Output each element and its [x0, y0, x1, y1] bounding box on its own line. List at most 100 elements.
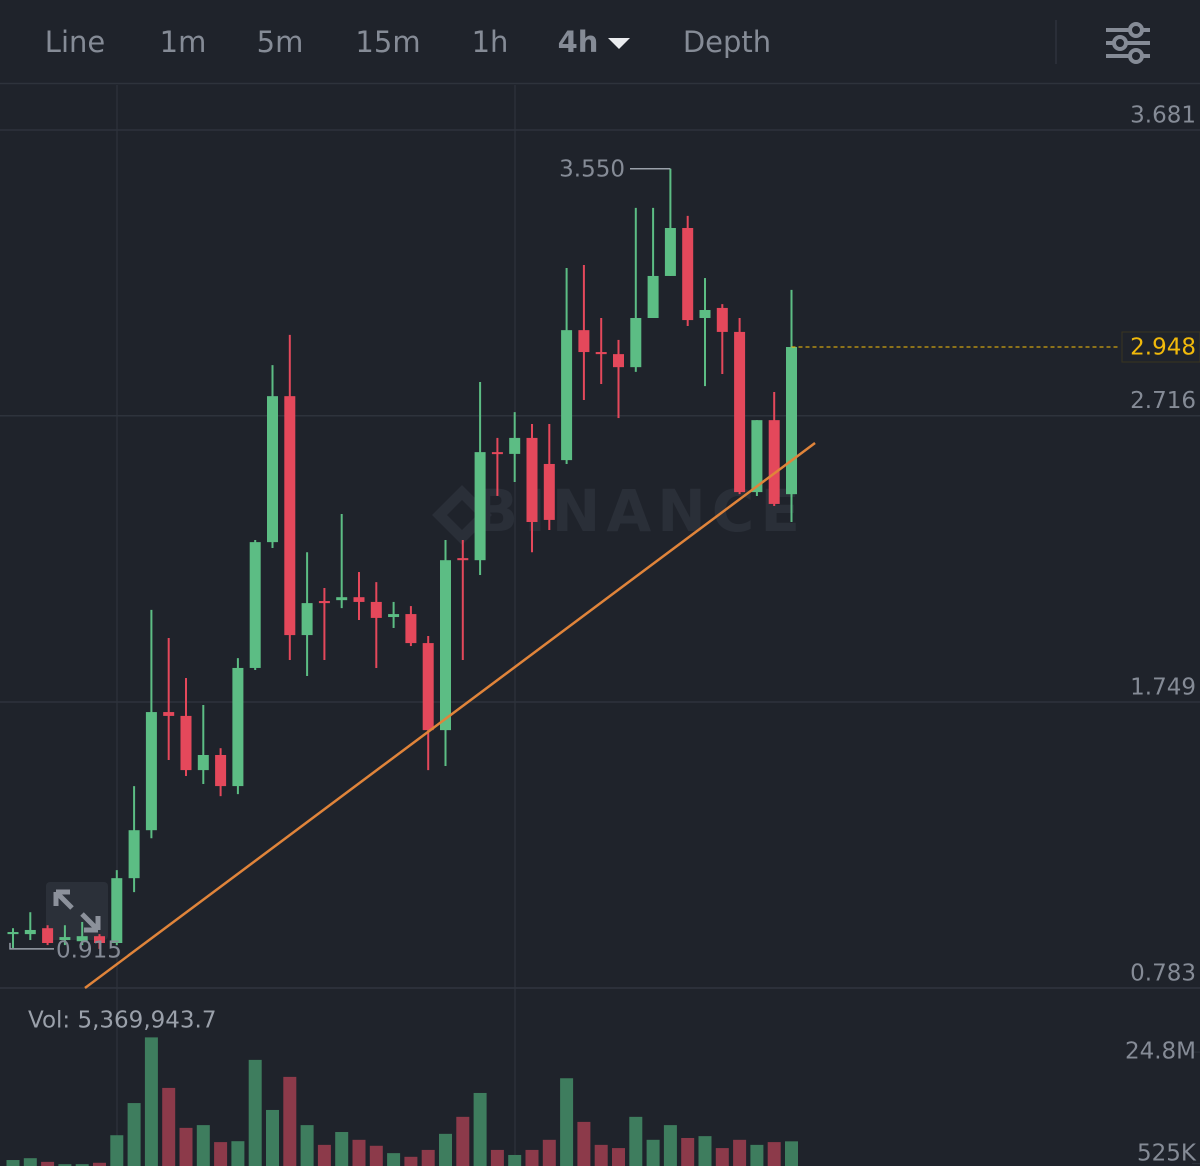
tab[interactable]: 1m [160, 25, 207, 59]
y-tick-label: 0.783 [1130, 961, 1196, 987]
tab[interactable]: Line [45, 25, 105, 59]
tab-dropdown-arrow [608, 38, 630, 49]
candle-body [699, 310, 711, 319]
volume-bar [404, 1156, 418, 1166]
candle-body [786, 347, 797, 495]
volume-bar [231, 1141, 245, 1166]
candle-body [509, 437, 521, 454]
volume-bar [93, 1162, 106, 1166]
tab[interactable]: Depth [683, 25, 771, 59]
volume-bar [387, 1153, 401, 1166]
volume-bar [41, 1161, 55, 1166]
candle-body [440, 560, 451, 731]
candle-body [284, 396, 296, 636]
volume-bar [335, 1132, 349, 1166]
candle-body [24, 929, 36, 935]
volume-bar [266, 1109, 279, 1166]
low-marker-label: 0.915 [56, 937, 122, 963]
volume-bar [629, 1116, 643, 1166]
candle-body [215, 754, 227, 787]
volume-bar [421, 1149, 435, 1166]
candle-body [59, 937, 71, 941]
volume-bar [352, 1139, 366, 1166]
volume-bar [663, 1125, 677, 1166]
candle-body [128, 830, 140, 879]
volume-bar [785, 1141, 798, 1166]
candle-body [630, 318, 642, 368]
last-price-label: 2.948 [1130, 335, 1196, 361]
candle-body [647, 275, 659, 319]
volume-bar [594, 1144, 608, 1166]
candle-body [353, 597, 365, 602]
y-tick-label: 1.749 [1130, 675, 1196, 701]
volume-tick-label: 24.8M [1125, 1039, 1196, 1065]
candle-body [682, 227, 694, 321]
candle-body [405, 614, 417, 644]
candle-body [76, 936, 88, 942]
candle-body [595, 352, 607, 355]
candle-body [526, 437, 538, 522]
y-tick-label: 2.716 [1130, 388, 1196, 414]
volume-title: Vol: 5,369,943.7 [28, 1008, 216, 1034]
volume-bar [612, 1148, 625, 1166]
volume-tick-label: 525K [1137, 1141, 1197, 1166]
volume-bar [439, 1133, 452, 1166]
volume-bar [750, 1144, 764, 1166]
volume-bar [6, 1160, 20, 1166]
candle-body [180, 715, 192, 771]
volume-bar [283, 1076, 297, 1166]
candle-body [578, 330, 590, 353]
volume-bar [577, 1121, 591, 1166]
volume-bar [196, 1125, 210, 1166]
candle-body [42, 928, 54, 943]
volume-bar [110, 1135, 124, 1166]
candle-body [543, 463, 555, 520]
candle-body [751, 420, 763, 493]
candle-body [111, 878, 123, 943]
expand-icon[interactable] [46, 882, 108, 940]
tab[interactable]: 1h [472, 25, 509, 59]
candle-body [716, 307, 728, 332]
volume-bar [560, 1078, 574, 1166]
volume-bar [542, 1139, 556, 1166]
candle-body [768, 420, 780, 504]
candle-body [318, 601, 330, 604]
candle-body [664, 227, 676, 276]
volume-bar [767, 1142, 781, 1166]
volume-bar [300, 1125, 314, 1166]
volume-bar [23, 1158, 37, 1166]
trendline [84, 441, 816, 990]
volume-bar [473, 1092, 487, 1166]
candle-body [561, 330, 573, 461]
volume-bar [369, 1145, 383, 1166]
volume-bar [525, 1149, 539, 1166]
volume-bar [508, 1154, 522, 1166]
candle-body [457, 558, 469, 561]
settings-icon[interactable] [1106, 22, 1150, 64]
volume-bar [317, 1144, 331, 1166]
volume-bar [646, 1139, 660, 1166]
tab[interactable]: 15m [355, 25, 420, 59]
volume-bar [490, 1149, 504, 1166]
volume-bar [698, 1136, 712, 1166]
candle-body [734, 331, 746, 493]
volume-bar [681, 1137, 695, 1166]
volume-bar [733, 1139, 747, 1166]
tab[interactable]: 4h [558, 25, 599, 59]
candle-body [422, 643, 434, 731]
low-marker-line [9, 942, 54, 950]
volume-bar [179, 1127, 193, 1166]
volume-bar [162, 1087, 176, 1166]
high-marker-label: 3.550 [559, 156, 625, 182]
tab[interactable]: 5m [257, 25, 304, 59]
volume-bar [715, 1148, 729, 1166]
candle-body [336, 597, 348, 601]
toolbar: Line 1m 5m 15m 1h 4h Depth [0, 20, 1200, 85]
candle-body [7, 932, 19, 935]
volume-bar [127, 1103, 141, 1166]
volume-bar [248, 1059, 262, 1166]
volume-bar [58, 1164, 72, 1166]
candle-body [613, 354, 624, 368]
candle-body [474, 452, 486, 561]
